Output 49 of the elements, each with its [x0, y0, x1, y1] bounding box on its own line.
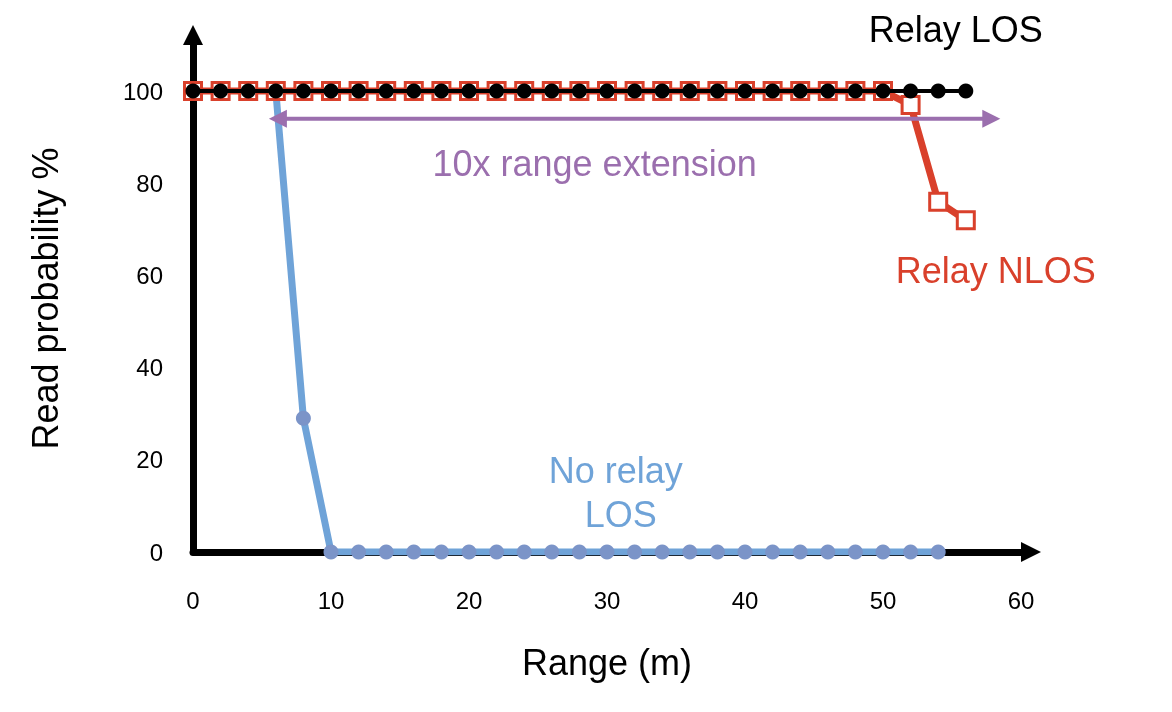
- y-tick-label: 40: [136, 354, 163, 382]
- y-axis-title: Read probability %: [24, 147, 66, 450]
- point: [406, 544, 422, 560]
- series-label: Relay NLOS: [895, 249, 1096, 291]
- point: [544, 544, 560, 560]
- series-label: Relay LOS: [868, 8, 1043, 50]
- point: [928, 191, 949, 212]
- x-tick-label: 60: [1007, 586, 1035, 614]
- point: [903, 83, 919, 99]
- point: [489, 544, 505, 560]
- point: [737, 544, 753, 560]
- y-tick-label: 80: [136, 169, 163, 197]
- point: [654, 544, 670, 560]
- x-tick-label: 20: [455, 586, 483, 614]
- point: [351, 544, 367, 560]
- point: [433, 544, 449, 560]
- point: [955, 210, 976, 231]
- x-tick-label: 30: [593, 586, 621, 614]
- point: [903, 544, 919, 560]
- x-axis-title: Range (m): [521, 641, 693, 683]
- point: [930, 544, 946, 560]
- x-tick-label: 10: [317, 586, 345, 614]
- x-tick-label: 0: [186, 586, 200, 614]
- point: [792, 544, 808, 560]
- x-tick-label: 40: [731, 586, 759, 614]
- point: [323, 544, 339, 560]
- point: [295, 410, 311, 426]
- x-tick-label: 50: [869, 586, 897, 614]
- point: [627, 544, 643, 560]
- point: [461, 544, 477, 560]
- point: [847, 544, 863, 560]
- point: [516, 544, 532, 560]
- point: [930, 83, 946, 99]
- point: [571, 544, 587, 560]
- point: [378, 544, 394, 560]
- point: [958, 83, 974, 99]
- series-label: No relay LOS: [548, 449, 693, 535]
- point: [709, 544, 725, 560]
- y-tick-label: 0: [149, 538, 163, 566]
- point: [820, 544, 836, 560]
- annotation: 10x range extension: [432, 143, 757, 185]
- point: [682, 544, 698, 560]
- point: [765, 544, 781, 560]
- y-tick-label: 60: [136, 261, 163, 289]
- y-tick-label: 20: [136, 446, 163, 474]
- point: [900, 94, 921, 115]
- point: [599, 544, 615, 560]
- y-tick-label: 100: [122, 77, 163, 105]
- point: [875, 544, 891, 560]
